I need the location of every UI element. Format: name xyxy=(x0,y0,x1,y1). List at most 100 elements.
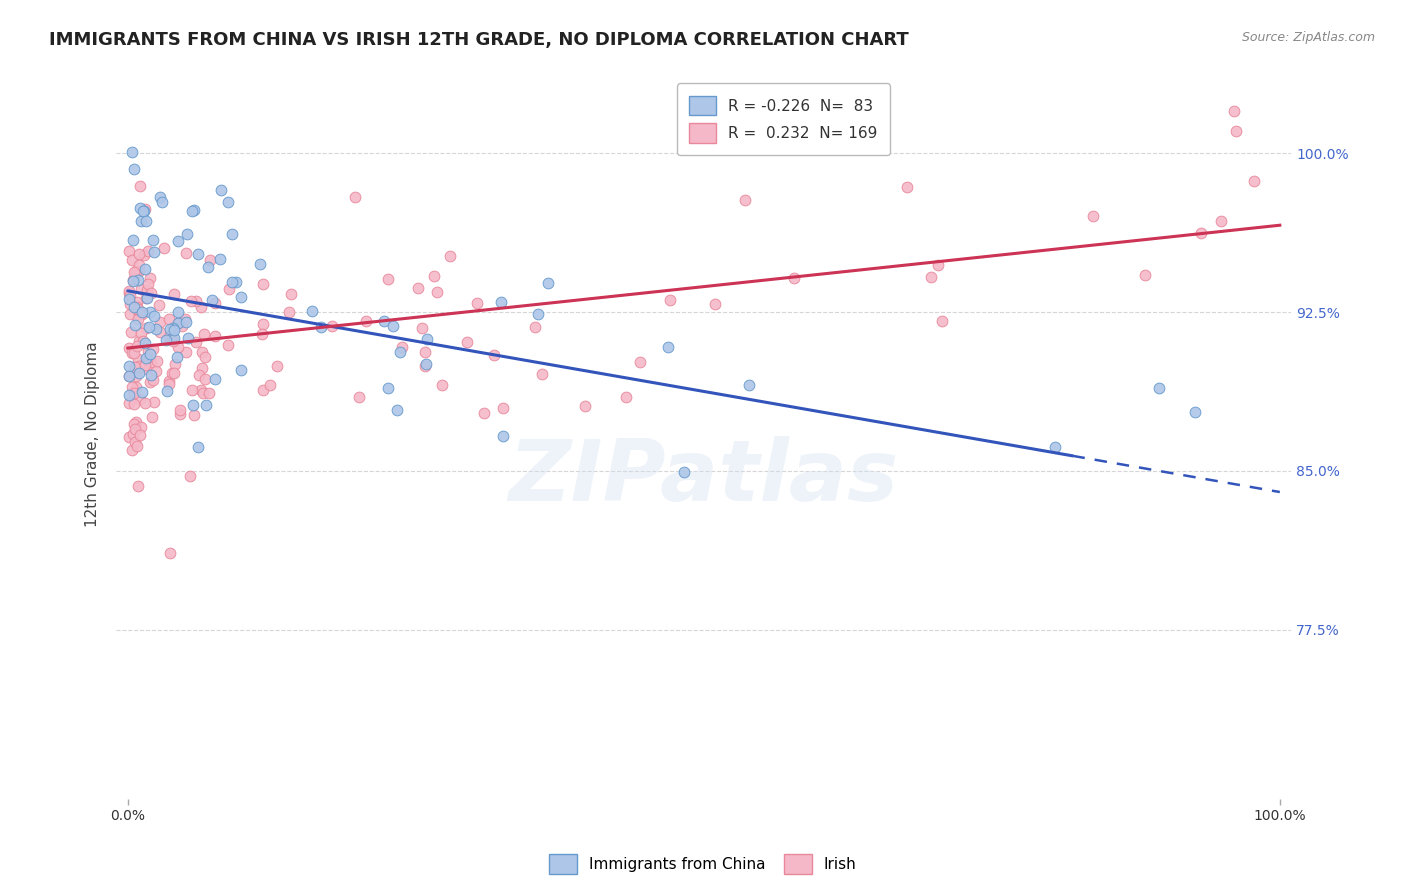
Point xyxy=(527,307,550,321)
Point xyxy=(377,271,399,285)
Point xyxy=(174,311,197,326)
Point xyxy=(311,319,333,334)
Point xyxy=(131,305,153,319)
Point xyxy=(132,247,155,261)
Point xyxy=(124,435,146,450)
Point xyxy=(118,430,141,444)
Point xyxy=(614,390,637,404)
Point xyxy=(122,265,145,279)
Point xyxy=(181,399,204,413)
Point xyxy=(118,285,141,299)
Point xyxy=(162,334,184,348)
Point xyxy=(628,355,651,369)
Point xyxy=(118,359,141,373)
Point xyxy=(142,342,165,356)
Point xyxy=(250,327,273,342)
Point xyxy=(373,314,395,328)
Point xyxy=(657,340,679,354)
Point xyxy=(135,291,157,305)
Point xyxy=(197,260,219,275)
Point xyxy=(166,350,188,364)
Text: IMMIGRANTS FROM CHINA VS IRISH 12TH GRADE, NO DIPLOMA CORRELATION CHART: IMMIGRANTS FROM CHINA VS IRISH 12TH GRAD… xyxy=(49,31,908,49)
Point xyxy=(136,343,159,358)
Point xyxy=(138,320,160,334)
Point xyxy=(162,366,184,380)
Point xyxy=(423,268,446,283)
Point xyxy=(157,377,180,392)
Point xyxy=(120,307,142,321)
Point xyxy=(129,359,152,373)
Point xyxy=(218,338,240,352)
Point xyxy=(134,396,156,410)
Point xyxy=(252,277,274,292)
Point xyxy=(134,262,156,277)
Point xyxy=(142,233,165,247)
Point xyxy=(194,398,217,412)
Point xyxy=(129,282,152,296)
Point xyxy=(122,272,145,286)
Point xyxy=(896,179,918,194)
Point xyxy=(118,369,141,384)
Point xyxy=(204,328,226,343)
Point xyxy=(124,359,146,374)
Point xyxy=(439,248,461,262)
Point xyxy=(131,307,153,321)
Point xyxy=(406,281,429,295)
Point xyxy=(125,295,148,310)
Point xyxy=(142,395,165,409)
Point xyxy=(145,364,167,378)
Point xyxy=(159,321,181,335)
Point xyxy=(187,247,209,261)
Point xyxy=(1243,174,1265,188)
Point xyxy=(208,252,231,267)
Point xyxy=(134,202,156,216)
Point xyxy=(149,325,172,339)
Point xyxy=(169,403,191,417)
Point xyxy=(673,466,696,480)
Legend: Immigrants from China, Irish: Immigrants from China, Irish xyxy=(543,848,863,880)
Point xyxy=(1211,213,1233,227)
Point xyxy=(191,386,214,401)
Point xyxy=(127,302,149,317)
Point xyxy=(159,332,181,346)
Point xyxy=(193,350,215,364)
Point xyxy=(125,300,148,314)
Point xyxy=(128,392,150,406)
Point xyxy=(122,427,145,442)
Point xyxy=(204,372,226,386)
Point xyxy=(349,390,371,404)
Point xyxy=(118,244,141,259)
Point xyxy=(1133,268,1156,282)
Point xyxy=(343,190,366,204)
Point xyxy=(127,439,149,453)
Point xyxy=(149,315,172,329)
Point xyxy=(135,351,157,366)
Point xyxy=(135,292,157,306)
Point xyxy=(204,296,226,310)
Point xyxy=(252,383,274,397)
Point xyxy=(430,378,453,392)
Point xyxy=(531,367,554,381)
Point xyxy=(162,366,184,380)
Point xyxy=(125,380,148,394)
Point xyxy=(221,275,243,289)
Point xyxy=(132,334,155,349)
Point xyxy=(124,396,146,410)
Point xyxy=(524,320,547,334)
Point xyxy=(179,469,201,483)
Point xyxy=(190,300,212,314)
Point xyxy=(321,318,343,333)
Point xyxy=(118,285,141,300)
Point xyxy=(190,383,212,397)
Point xyxy=(169,407,191,421)
Point xyxy=(301,304,323,318)
Point xyxy=(191,344,214,359)
Point xyxy=(127,479,149,493)
Point xyxy=(200,253,222,268)
Point xyxy=(1222,103,1244,118)
Point xyxy=(153,242,176,256)
Point xyxy=(124,264,146,278)
Point xyxy=(120,326,142,340)
Point xyxy=(413,359,436,374)
Point xyxy=(120,288,142,302)
